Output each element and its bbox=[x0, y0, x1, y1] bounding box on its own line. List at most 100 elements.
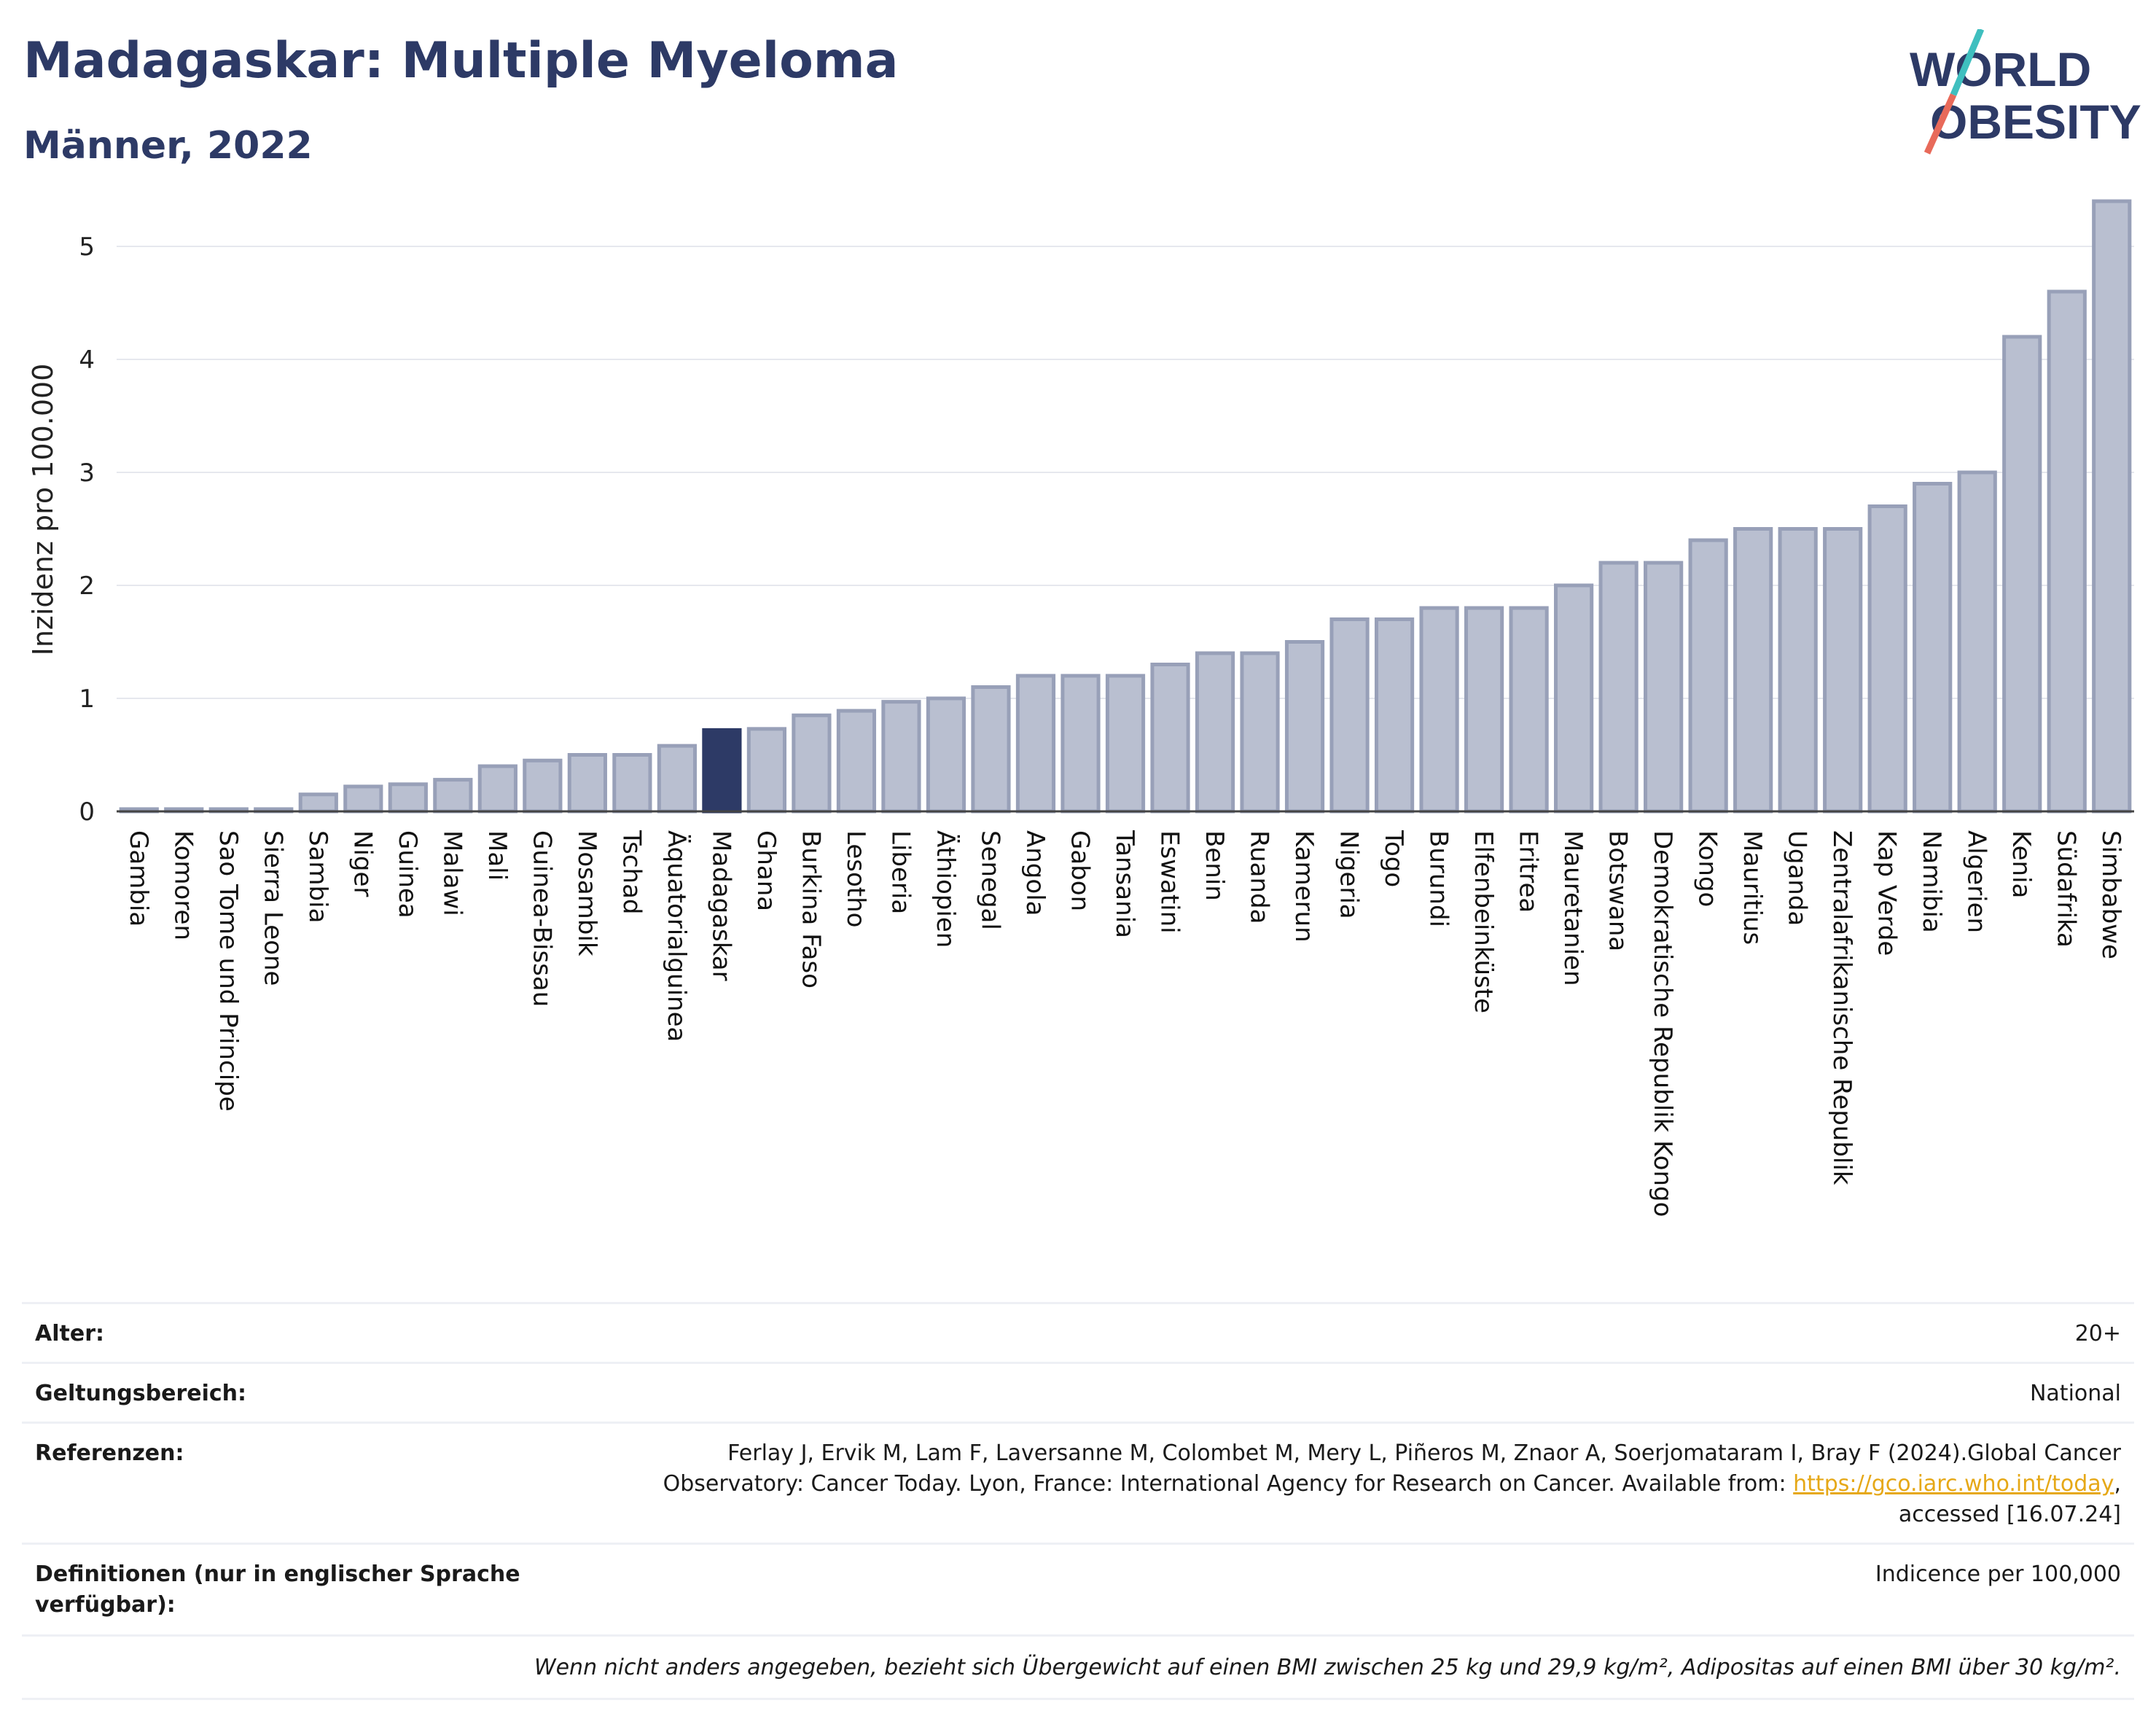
x-tick-label: Burundi bbox=[1424, 830, 1453, 927]
bar bbox=[2047, 289, 2087, 814]
bar bbox=[1598, 561, 1639, 814]
x-tick-label: Madagaskar bbox=[706, 830, 735, 981]
bar bbox=[926, 696, 966, 814]
x-tick-label: Ghana bbox=[751, 830, 781, 911]
x-tick-label: Simbabwe bbox=[2096, 830, 2125, 959]
bar bbox=[1867, 504, 1907, 814]
x-tick-label: Malawi bbox=[437, 830, 466, 916]
x-tick-label: Guinea-Bissau bbox=[527, 830, 556, 1007]
bar bbox=[971, 685, 1011, 814]
x-tick-label: Ruanda bbox=[1245, 830, 1274, 924]
bar bbox=[2092, 199, 2132, 814]
bar bbox=[1913, 482, 1953, 814]
references-line-1: Ferlay J, Ervik M, Lam F, Laversanne M, … bbox=[727, 1440, 2121, 1466]
bar bbox=[1240, 651, 1280, 814]
x-tick-label: Mosambik bbox=[572, 830, 601, 956]
y-axis-label: Inzidenz pro 100.000 bbox=[27, 364, 59, 656]
x-tick-label: Komoren bbox=[168, 830, 198, 940]
y-tick-label: 3 bbox=[79, 459, 95, 488]
y-tick-label: 2 bbox=[79, 572, 95, 601]
bar bbox=[477, 764, 517, 814]
bar bbox=[1419, 606, 1459, 814]
bar bbox=[1733, 527, 1773, 814]
x-tick-label: Gambia bbox=[124, 830, 153, 927]
bar-chart: 0 1 2 3 4 5 Inzidenz pro 100.000 Gambia Komoren S… bbox=[27, 199, 2134, 1217]
x-tick-label: Äthiopien bbox=[931, 830, 960, 948]
info-row-age: Alter: 20+ bbox=[22, 1302, 2134, 1364]
bar bbox=[792, 713, 832, 814]
x-tick-label: Angola bbox=[1020, 830, 1050, 916]
y-tick-label: 0 bbox=[79, 798, 95, 827]
references-link[interactable]: https://gco.iarc.who.int/today bbox=[1793, 1471, 2114, 1497]
y-tick-label: 4 bbox=[79, 346, 95, 375]
x-tick-label: Elfenbeinküste bbox=[1469, 830, 1498, 1013]
references-line-2: Observatory: Cancer Today. Lyon, France:… bbox=[663, 1469, 2121, 1500]
x-tick-label: Niger bbox=[348, 830, 377, 897]
bar bbox=[2002, 335, 2042, 814]
references-line-2-text: Observatory: Cancer Today. Lyon, France:… bbox=[663, 1471, 1794, 1497]
x-tick-label: Benin bbox=[1200, 830, 1229, 901]
bar bbox=[612, 753, 652, 814]
x-tick-label: Äquatorialguinea bbox=[662, 830, 691, 1042]
logo-slash-coral bbox=[1923, 93, 1957, 155]
x-tick-label: Uganda bbox=[1783, 830, 1812, 926]
bar bbox=[567, 753, 607, 814]
x-tick-label: Guinea bbox=[393, 830, 422, 919]
bar bbox=[1195, 651, 1235, 814]
bar bbox=[702, 728, 742, 814]
y-tick-label: 5 bbox=[79, 233, 95, 262]
definitions-label: Definitionen (nur in englischer Sprache … bbox=[35, 1559, 520, 1621]
bar bbox=[523, 758, 563, 814]
age-label: Alter: bbox=[35, 1321, 104, 1346]
x-tick-label: Eswatini bbox=[1155, 830, 1184, 934]
references-line-3: accessed [16.07.24] bbox=[1898, 1502, 2121, 1527]
world-obesity-logo: WORLD OBESITY bbox=[1910, 29, 2141, 155]
bar bbox=[1554, 583, 1594, 814]
x-tick-label: Lesotho bbox=[841, 830, 870, 927]
x-tick-label: Senegal bbox=[975, 830, 1004, 930]
scope-value: National bbox=[2029, 1381, 2121, 1406]
y-tick-label: 1 bbox=[79, 685, 95, 714]
x-tick-label: Gabon bbox=[1065, 830, 1094, 911]
page-title: Madagaskar: Multiple Myeloma bbox=[23, 32, 899, 90]
bar bbox=[1374, 617, 1415, 814]
x-tick-label: Liberia bbox=[886, 830, 915, 914]
definitions-label-line-1: Definitionen (nur in englischer Sprache bbox=[35, 1562, 520, 1587]
x-tick-label: Kenia bbox=[2007, 830, 2036, 898]
bar bbox=[388, 782, 428, 814]
bar bbox=[343, 784, 383, 814]
age-value: 20+ bbox=[2074, 1321, 2121, 1346]
references-value: Ferlay J, Ervik M, Lam F, Laversanne M, … bbox=[663, 1438, 2121, 1530]
bar bbox=[298, 792, 338, 814]
bar bbox=[1778, 527, 1818, 814]
bar bbox=[1061, 674, 1101, 814]
bar bbox=[433, 778, 473, 814]
info-row-scope: Geltungsbereich: National bbox=[22, 1362, 2134, 1424]
bar bbox=[657, 744, 697, 814]
bar bbox=[1644, 561, 1684, 814]
logo-word-world: WORLD bbox=[1910, 42, 2091, 96]
x-tick-label: Mauritius bbox=[1738, 830, 1767, 945]
bar bbox=[1464, 606, 1504, 814]
x-tick-label: Mali bbox=[483, 830, 512, 881]
page-subtitle: Männer, 2022 bbox=[23, 124, 313, 168]
x-tick-label: Eritrea bbox=[1514, 830, 1543, 913]
x-tick-label: Kongo bbox=[1693, 830, 1722, 907]
bmi-note: Wenn nicht anders angegeben, bezieht sic… bbox=[534, 1655, 2121, 1680]
bar bbox=[1284, 640, 1325, 814]
bar bbox=[1823, 527, 1863, 814]
definitions-value: Indicence per 100,000 bbox=[1875, 1562, 2121, 1587]
bar bbox=[1150, 663, 1190, 814]
bar bbox=[1329, 617, 1370, 814]
x-tick-label: Zentralafrikanische Republik bbox=[1827, 830, 1856, 1185]
references-label: Referenzen: bbox=[35, 1440, 184, 1466]
info-row-definitions: Definitionen (nur in englischer Sprache … bbox=[22, 1543, 2134, 1637]
x-tick-label: Kap Verde bbox=[1872, 830, 1902, 956]
info-row-references: Referenzen: Ferlay J, Ervik M, Lam F, La… bbox=[22, 1422, 2134, 1545]
x-tick-label: Sierra Leone bbox=[258, 830, 287, 986]
bar bbox=[1688, 538, 1728, 814]
bar bbox=[746, 727, 787, 814]
x-tick-label: Burkina Faso bbox=[796, 830, 825, 989]
x-tick-label: Tschad bbox=[617, 830, 646, 915]
bar bbox=[881, 700, 921, 814]
